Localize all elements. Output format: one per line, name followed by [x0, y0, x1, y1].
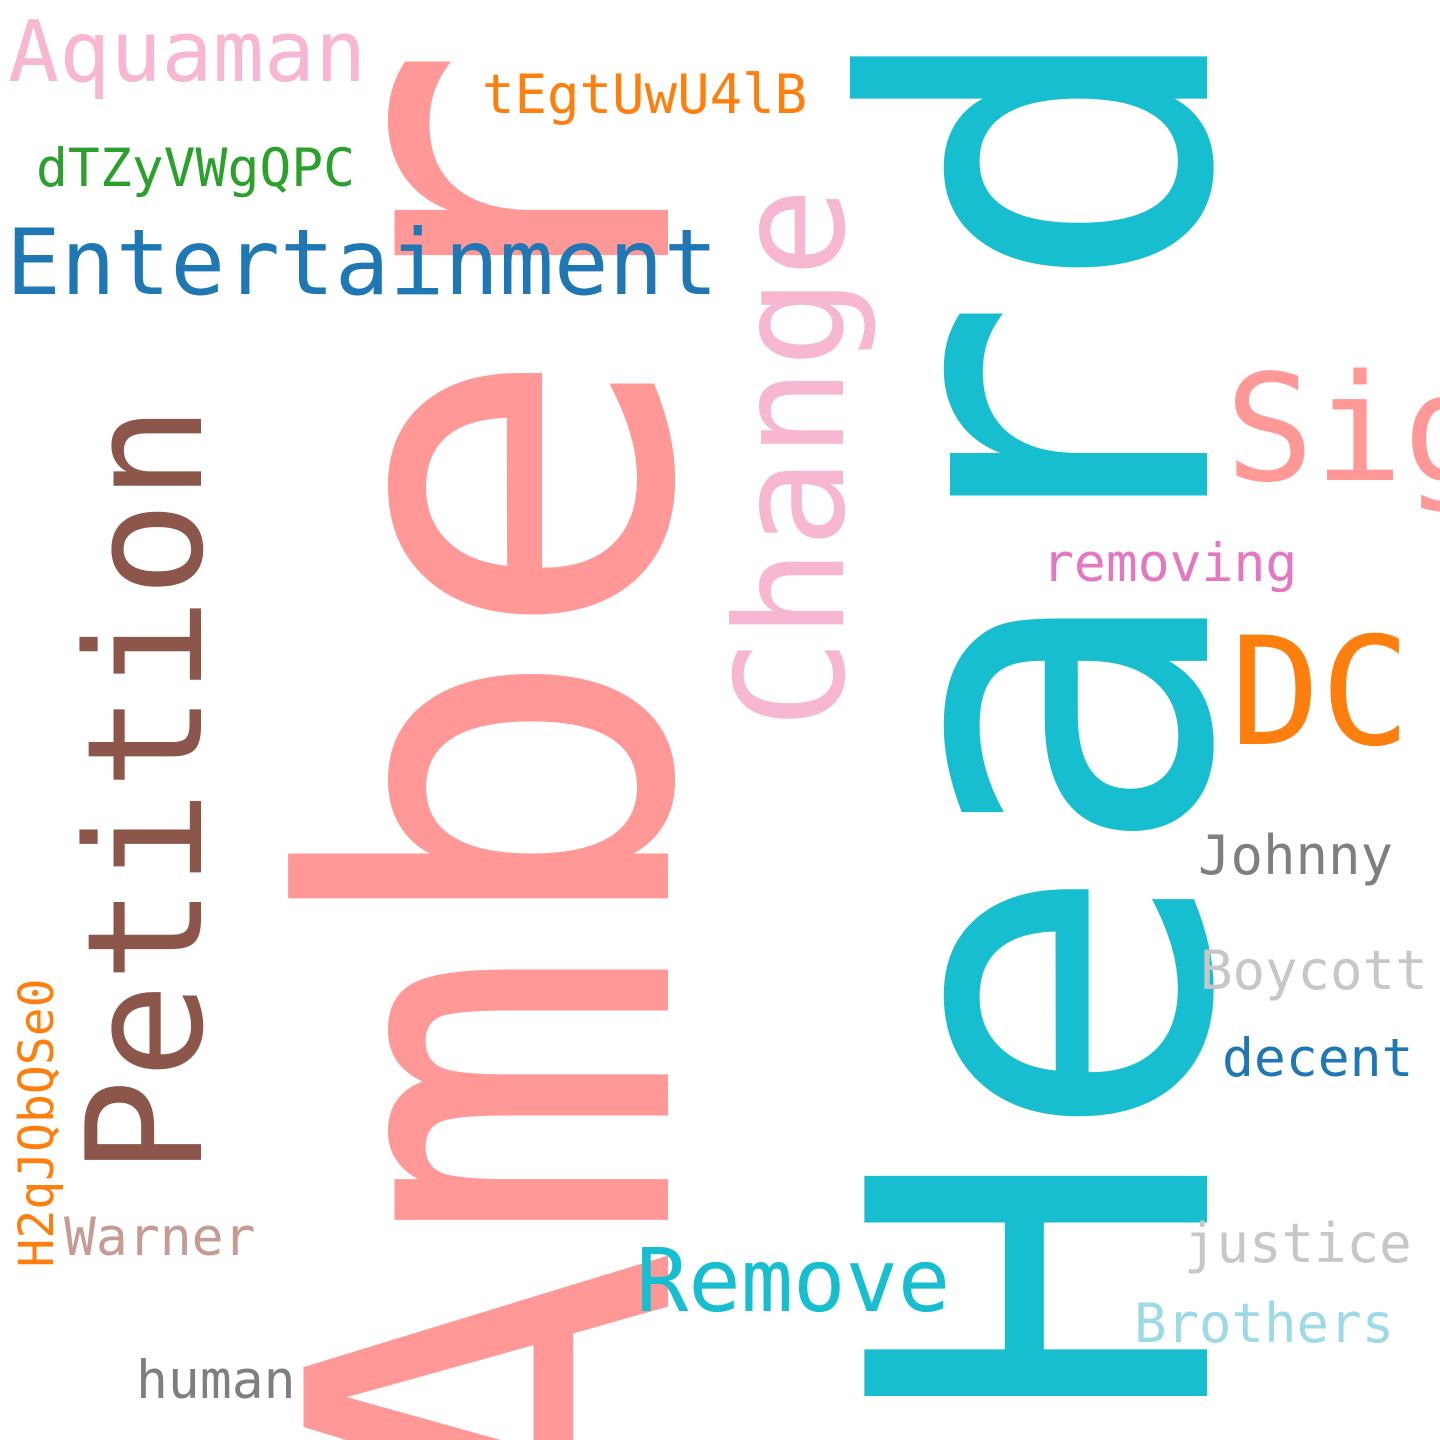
word-remove: Remove: [636, 1230, 951, 1332]
word-decent: decent: [1222, 1028, 1414, 1089]
word-entertainment: Entertainment: [6, 211, 719, 316]
word-brothers: Brothers: [1134, 1292, 1395, 1355]
word-change: Change: [705, 187, 879, 729]
word-human: human: [136, 1350, 296, 1411]
word-tegtuwu4lb: tEgtUwU4lB: [482, 63, 808, 126]
word-sign: Sign: [1225, 343, 1440, 515]
word-petition: Petition: [52, 404, 239, 1176]
word-warner: Warner: [64, 1207, 256, 1268]
word-aquaman: Aquaman: [8, 3, 367, 102]
word-removing: removing: [1042, 533, 1298, 594]
word-dc: DC: [1230, 606, 1411, 780]
word-h2qjqbqse0: H2qJQbQSe0: [9, 978, 65, 1268]
word-dtzyvwgqpc: dTZyVWgQPC: [36, 138, 356, 199]
word-boycott: Boycott: [1200, 939, 1428, 1002]
word-justice: justice: [1184, 1212, 1412, 1275]
word-johnny: Johnny: [1198, 824, 1394, 887]
